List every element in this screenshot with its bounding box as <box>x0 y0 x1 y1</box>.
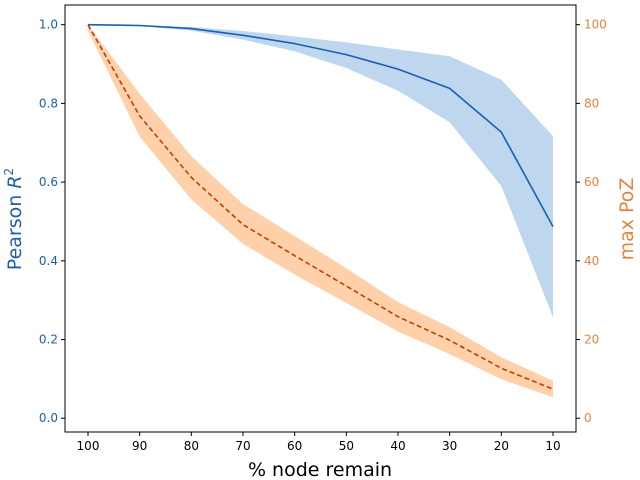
y-right-tick-label: 60 <box>584 175 599 189</box>
series-1-band <box>88 24 553 318</box>
y-axis-left-title-symbol: R <box>4 175 26 188</box>
x-tick-label: 20 <box>494 439 509 453</box>
y-right-tick-label: 20 <box>584 333 599 347</box>
y-left-tick-label: 1.0 <box>39 18 58 32</box>
y-axis-left: 0.0 0.2 0.4 0.6 0.8 1.0 <box>39 18 65 425</box>
y-left-tick-label: 0.8 <box>39 96 58 110</box>
y-right-tick-label: 0 <box>584 411 592 425</box>
x-axis: 100 90 80 70 60 50 40 30 20 10 <box>77 432 561 453</box>
x-tick-label: 40 <box>390 439 405 453</box>
y-right-tick-label: 100 <box>584 18 607 32</box>
plot-frame <box>64 4 577 433</box>
y-left-tick-label: 0.0 <box>39 411 58 425</box>
x-tick-label: 30 <box>442 439 457 453</box>
plot-frame-rect <box>64 4 577 433</box>
y-axis-right-title: max PoZ <box>616 178 638 261</box>
y-left-tick-label: 0.2 <box>39 333 58 347</box>
x-tick-label: 60 <box>287 439 302 453</box>
series-2-line <box>87 24 554 390</box>
x-tick-label: 70 <box>235 439 250 453</box>
x-tick-label: 100 <box>77 439 100 453</box>
series-1-line <box>87 23 554 227</box>
y-axis-left-title-superscript: 2 <box>2 168 16 176</box>
confidence-bands <box>88 24 553 398</box>
x-tick-label: 80 <box>184 439 199 453</box>
y-axis-left-title-prefix: Pearson <box>4 189 26 271</box>
x-axis-title: % node remain <box>248 459 392 480</box>
y-right-tick-label: 80 <box>584 96 599 110</box>
y-right-tick-label: 40 <box>584 254 599 268</box>
x-tick-label: 10 <box>545 439 560 453</box>
x-tick-label: 90 <box>132 439 147 453</box>
y-left-tick-label: 0.4 <box>39 254 58 268</box>
y-left-tick-label: 0.6 <box>39 175 58 189</box>
y-axis-right: 0 20 40 60 80 100 <box>576 18 607 425</box>
series-2-band <box>88 24 553 398</box>
x-tick-label: 50 <box>339 439 354 453</box>
series-lines <box>87 23 554 390</box>
y-axis-left-title: Pearson R2 <box>2 168 26 270</box>
